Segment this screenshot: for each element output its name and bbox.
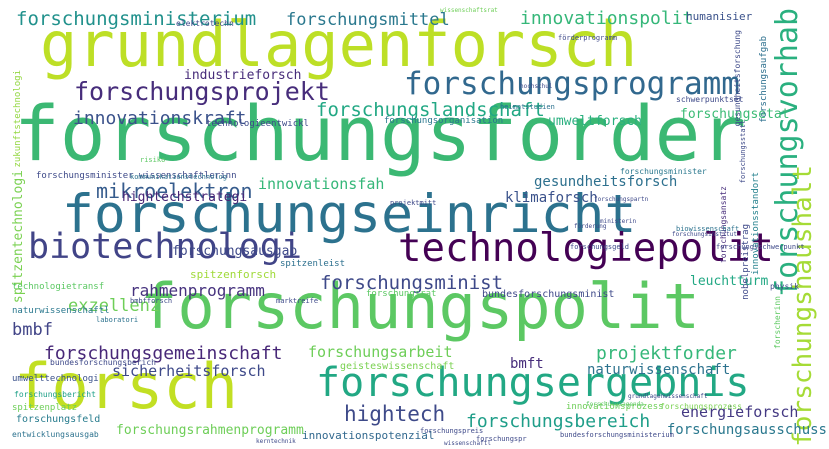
word-24: rahmenprogramm xyxy=(130,281,265,300)
word-98: förderung xyxy=(574,223,607,230)
word-66: innovationsprozess xyxy=(566,402,664,412)
word-7: biotechnologi xyxy=(28,227,302,267)
word-87: forschungsschwerpunkt xyxy=(716,243,805,251)
word-54: forschungsminister wissenschaftlerinn xyxy=(36,171,237,181)
word-83: projektmitt xyxy=(390,199,437,207)
word-80: bmbfforsch xyxy=(130,297,173,305)
word-89: forschungsagenda xyxy=(586,401,644,408)
word-72: physik xyxy=(770,282,799,291)
word-27: energieforsch xyxy=(681,403,799,421)
word-82: biowissenschaft xyxy=(676,225,740,233)
word-71: forschungsminister xyxy=(620,167,707,176)
word-42: leuchtturm xyxy=(690,274,769,289)
word-74: heimatstudien xyxy=(500,103,555,111)
word-57: naturwissenschaftl xyxy=(12,306,110,316)
word-46: forschungsfeld xyxy=(16,414,101,425)
word-19: innovationskraft xyxy=(73,108,247,129)
word-14: forschungsminist xyxy=(320,272,504,294)
word-75: kommunikationstechnolog xyxy=(130,173,227,181)
word-52: geisteswissenschaft xyxy=(340,361,455,372)
word-94: ministerin xyxy=(600,218,637,225)
word-90: grundlagenwissenschaft xyxy=(628,393,708,400)
word-76: laboratori xyxy=(96,316,139,324)
word-62: nobelpreistrag xyxy=(741,224,751,300)
word-69: elektrotechn xyxy=(176,19,234,28)
word-13: forschungslandschaft xyxy=(316,99,545,121)
word-33: hightechstrategi xyxy=(122,190,248,205)
word-15: forschungsgemeinschaft xyxy=(44,343,283,364)
word-23: bmbf xyxy=(12,320,53,340)
word-55: technologietransf xyxy=(12,282,105,292)
word-53: bundesforschungsminist xyxy=(482,289,615,300)
word-4: forsch xyxy=(14,350,238,423)
word-93: kerntechnik xyxy=(256,438,296,445)
word-50: forschungsaufgab xyxy=(759,36,769,123)
word-63: innovationsstandort xyxy=(751,172,761,275)
word-85: förderprogramm xyxy=(558,34,618,42)
word-44: innovationspotenzial xyxy=(302,429,435,442)
word-26: forschungsausschuss xyxy=(666,422,827,438)
word-16: hightech xyxy=(344,402,446,426)
word-56: forschungsrat xyxy=(366,289,437,299)
word-36: industrieforsch xyxy=(184,68,302,83)
word-32: gesundheitsforsch xyxy=(534,174,678,190)
word-86: forschungspr xyxy=(476,435,527,443)
word-45: humanisier xyxy=(686,10,753,23)
word-73: bundesforschungsberich xyxy=(50,358,156,367)
word-21: innovationspolit xyxy=(520,8,694,29)
word-1: grundlagenforsch xyxy=(40,8,638,81)
word-2: forschungspolit xyxy=(140,270,700,343)
word-91: wissenschaftl xyxy=(444,440,491,447)
word-35: forschungsausgab xyxy=(172,244,298,259)
word-0: forschungsforder xyxy=(14,89,747,178)
word-30: forschungsarbeit xyxy=(308,343,453,361)
word-17: forschungsbereich xyxy=(466,411,651,432)
word-70: gesundheitsforschung xyxy=(733,30,742,127)
word-96: hochschul xyxy=(520,83,553,90)
word-18: mikroelektron xyxy=(96,179,253,203)
word-49: zukunftstechnologi xyxy=(13,70,23,168)
word-20: forschungsmittel xyxy=(286,10,450,30)
word-79: wissenschaftsrat xyxy=(440,7,498,14)
word-67: forscherinn xyxy=(773,296,782,349)
word-48: technologieentwickl xyxy=(206,119,309,129)
word-22: exzellenz xyxy=(68,296,161,316)
word-28: naturwissenschaft xyxy=(587,362,731,378)
word-3: forschungseinricht xyxy=(62,184,637,245)
word-81: marktreife xyxy=(276,297,319,305)
word-88: forschungsgeld xyxy=(570,243,630,251)
word-47: forschungsorganisation xyxy=(384,116,504,126)
word-92: risiko xyxy=(140,156,166,164)
word-78: forschungsstatt xyxy=(739,120,747,184)
word-77: bundesforschungsministerium xyxy=(560,431,674,439)
word-25: projektforder xyxy=(596,343,737,364)
word-65: forschungsprozess xyxy=(660,402,742,411)
word-29: sicherheitsforsch xyxy=(112,362,266,380)
word-60: entwicklungsausgab xyxy=(12,430,99,439)
word-97: forschungspartn xyxy=(594,196,649,203)
word-12: forschungsministerium xyxy=(16,8,257,30)
word-68: schwerpunktset xyxy=(676,95,744,104)
word-95: forschungsinstitut xyxy=(672,231,738,238)
word-61: forschungsbericht xyxy=(14,390,96,399)
word-58: umwelttechnologi xyxy=(12,374,99,384)
word-34: klimaforsch xyxy=(505,190,598,206)
word-51: spitzenleist xyxy=(280,259,346,269)
word-31: innovationsfah xyxy=(258,175,385,193)
word-5: forschungsergebnis xyxy=(316,360,750,406)
word-38: forschungsetat xyxy=(680,107,790,122)
word-41: spitzenforsch xyxy=(190,268,277,281)
word-40: forschungsrahmenprogramm xyxy=(116,423,304,438)
word-8: forschungsprogramm xyxy=(404,66,740,102)
word-84: forschungspreis xyxy=(420,427,484,435)
word-59: spitzenplatz xyxy=(12,403,78,413)
word-9: forschungsprojekt xyxy=(74,77,330,106)
word-37: umweltforsch xyxy=(548,114,642,129)
word-6: technologiepolit xyxy=(398,226,774,271)
word-43: bmft xyxy=(510,356,544,372)
